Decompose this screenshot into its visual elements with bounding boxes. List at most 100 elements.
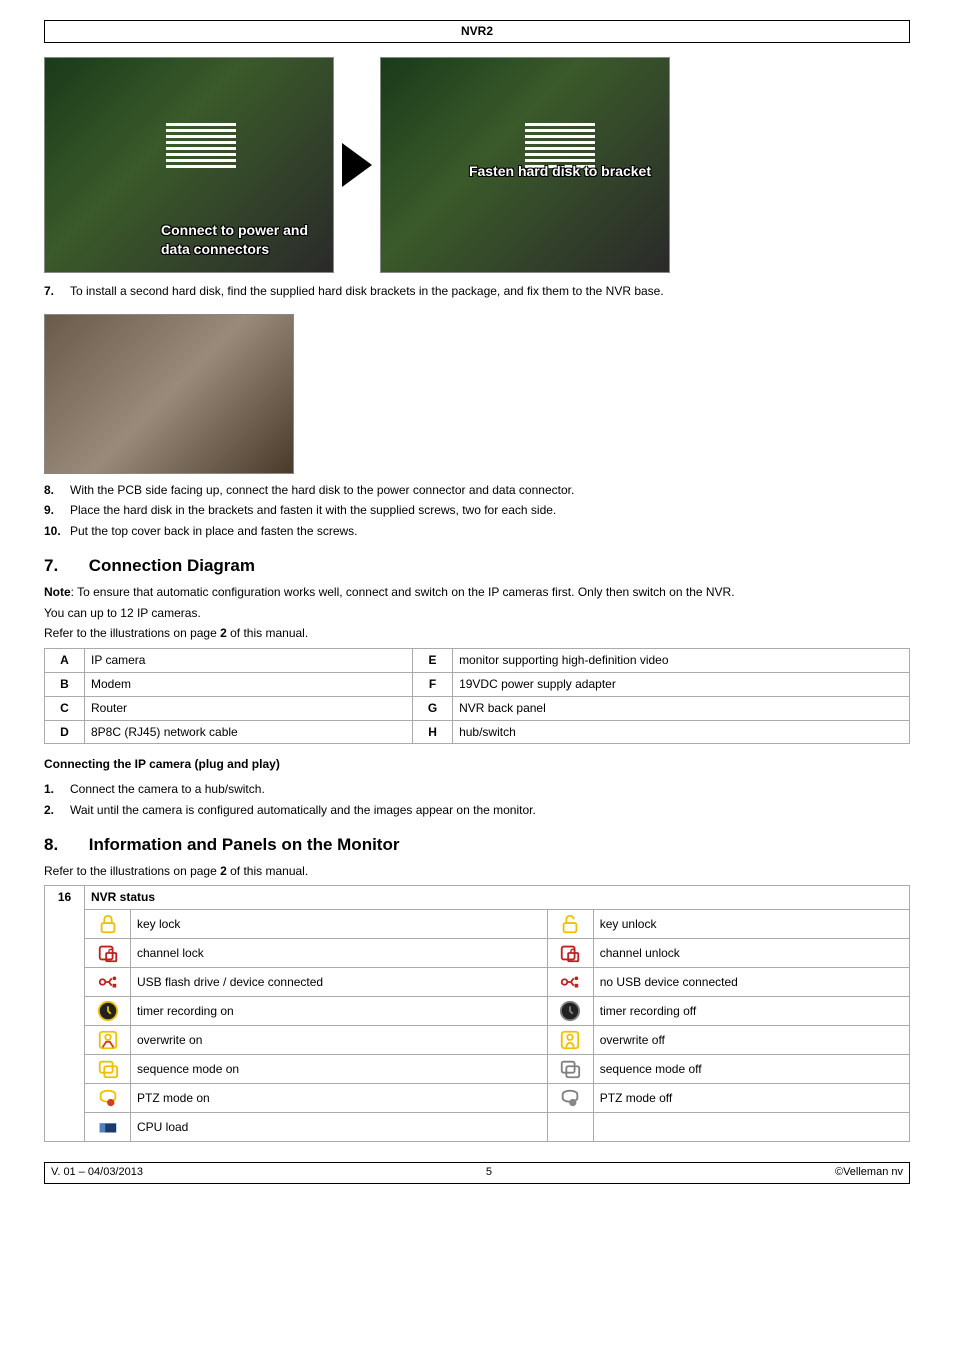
step-list-a: 7. To install a second hard disk, find t… xyxy=(44,283,910,300)
step-num: 10. xyxy=(44,523,70,540)
connection-table: AIP cameraEmonitor supporting high-defin… xyxy=(44,648,910,744)
status-icon-right xyxy=(547,1113,593,1142)
step-num: 7. xyxy=(44,283,70,300)
table-row: CPU load xyxy=(45,1113,910,1142)
status-label-left: CPU load xyxy=(131,1113,548,1142)
table-row: CRouterGNVR back panel xyxy=(45,696,910,720)
status-icon-left xyxy=(85,1026,131,1055)
status-label-left: overwrite on xyxy=(131,1026,548,1055)
status-label-right: PTZ mode off xyxy=(593,1084,909,1113)
table-row: BModemF19VDC power supply adapter xyxy=(45,672,910,696)
step-text: Put the top cover back in place and fast… xyxy=(70,523,358,540)
step-text: With the PCB side facing up, connect the… xyxy=(70,482,574,499)
key-cell: B xyxy=(45,672,85,696)
sub-step-1: 1. Connect the camera to a hub/switch. xyxy=(44,781,910,798)
status-icon-left xyxy=(85,910,131,939)
step-9: 9. Place the hard disk in the brackets a… xyxy=(44,502,910,519)
note-text: : To ensure that automatic configuration… xyxy=(71,585,735,599)
status-label-right: channel unlock xyxy=(593,939,909,968)
nvr-status-table: 16NVR statuskey lockkey unlockchannel lo… xyxy=(44,885,910,1142)
nvr-status-title: NVR status xyxy=(85,886,910,910)
status-icon-left xyxy=(85,1055,131,1084)
barcode-decor xyxy=(166,122,236,168)
step-num: 2. xyxy=(44,802,70,819)
value-cell: monitor supporting high-definition video xyxy=(453,649,910,673)
photo-fasten: Fasten hard disk to bracket xyxy=(380,57,670,273)
value-cell: NVR back panel xyxy=(453,696,910,720)
page-ref: 2 xyxy=(220,626,227,640)
status-label-left: sequence mode on xyxy=(131,1055,548,1084)
table-row: D8P8C (RJ45) network cableHhub/switch xyxy=(45,720,910,744)
table-row: key lock key unlock xyxy=(45,910,910,939)
status-label-left: channel lock xyxy=(131,939,548,968)
step-10: 10. Put the top cover back in place and … xyxy=(44,523,910,540)
table-row: timer recording on timer recording off xyxy=(45,997,910,1026)
status-icon-right xyxy=(547,1084,593,1113)
table-row: channel lock channel unlock xyxy=(45,939,910,968)
step-7: 7. To install a second hard disk, find t… xyxy=(44,283,910,300)
value-cell: 8P8C (RJ45) network cable xyxy=(85,720,413,744)
table-row: PTZ mode on PTZ mode off xyxy=(45,1084,910,1113)
table-row: USB flash drive / device connectedno USB… xyxy=(45,968,910,997)
page-footer: V. 01 – 04/03/2013 5 ©Velleman nv xyxy=(44,1162,910,1183)
header-title: NVR2 xyxy=(461,24,493,38)
step-text: Connect the camera to a hub/switch. xyxy=(70,781,265,798)
t: of this manual. xyxy=(227,626,308,640)
status-label-left: key lock xyxy=(131,910,548,939)
section8-line1: Refer to the illustrations on page 2 of … xyxy=(44,863,910,880)
value-cell: Router xyxy=(85,696,413,720)
status-icon-right xyxy=(547,1026,593,1055)
value-cell: Modem xyxy=(85,672,413,696)
row-number: 16 xyxy=(45,886,85,1142)
status-label-left: timer recording on xyxy=(131,997,548,1026)
arrow-icon xyxy=(342,143,372,187)
footer-copyright: ©Velleman nv xyxy=(835,1165,903,1180)
page-header: NVR2 xyxy=(44,20,910,43)
status-icon-left xyxy=(85,997,131,1026)
value-cell: 19VDC power supply adapter xyxy=(453,672,910,696)
photo-fasten-label: Fasten hard disk to bracket xyxy=(463,156,657,186)
section-8-heading: 8. Information and Panels on the Monitor xyxy=(44,833,910,857)
photo-connect-label: Connect to power and data connectors xyxy=(155,215,333,263)
status-icon-left xyxy=(85,1084,131,1113)
t: Refer to the illustrations on page xyxy=(44,626,220,640)
footer-page-num: 5 xyxy=(486,1165,492,1180)
step-text: Wait until the camera is configured auto… xyxy=(70,802,536,819)
status-icon-right xyxy=(547,910,593,939)
section7-line3: Refer to the illustrations on page 2 of … xyxy=(44,625,910,642)
section-7-heading: 7. Connection Diagram xyxy=(44,554,910,578)
section-title: Information and Panels on the Monitor xyxy=(89,835,400,854)
section7-line2: You can up to 12 IP cameras. xyxy=(44,605,910,622)
subheading-ip-camera: Connecting the IP camera (plug and play) xyxy=(44,756,910,773)
section-title: Connection Diagram xyxy=(89,556,255,575)
key-cell: C xyxy=(45,696,85,720)
step-text: Place the hard disk in the brackets and … xyxy=(70,502,556,519)
sub-step-list: 1. Connect the camera to a hub/switch. 2… xyxy=(44,781,910,819)
status-icon-left xyxy=(85,968,131,997)
status-label-right: timer recording off xyxy=(593,997,909,1026)
t: of this manual. xyxy=(227,864,308,878)
page-ref: 2 xyxy=(220,864,227,878)
sub-step-2: 2. Wait until the camera is configured a… xyxy=(44,802,910,819)
status-icon-left xyxy=(85,1113,131,1142)
status-icon-left xyxy=(85,939,131,968)
key-cell: G xyxy=(413,696,453,720)
status-label-left: PTZ mode on xyxy=(131,1084,548,1113)
status-icon-right xyxy=(547,997,593,1026)
status-label-right: sequence mode off xyxy=(593,1055,909,1084)
status-label-right: key unlock xyxy=(593,910,909,939)
status-label-right: overwrite off xyxy=(593,1026,909,1055)
section-num: 7. xyxy=(44,554,84,578)
status-label-right: no USB device connected xyxy=(593,968,909,997)
key-cell: A xyxy=(45,649,85,673)
table-row: sequence mode on sequence mode off xyxy=(45,1055,910,1084)
section7-note: Note: To ensure that automatic configura… xyxy=(44,584,910,601)
value-cell: hub/switch xyxy=(453,720,910,744)
key-cell: D xyxy=(45,720,85,744)
note-label: Note xyxy=(44,585,71,599)
key-cell: F xyxy=(413,672,453,696)
step-8: 8. With the PCB side facing up, connect … xyxy=(44,482,910,499)
photo-connect: Connect to power and data connectors xyxy=(44,57,334,273)
key-cell: E xyxy=(413,649,453,673)
table-row: overwrite on overwrite off xyxy=(45,1026,910,1055)
